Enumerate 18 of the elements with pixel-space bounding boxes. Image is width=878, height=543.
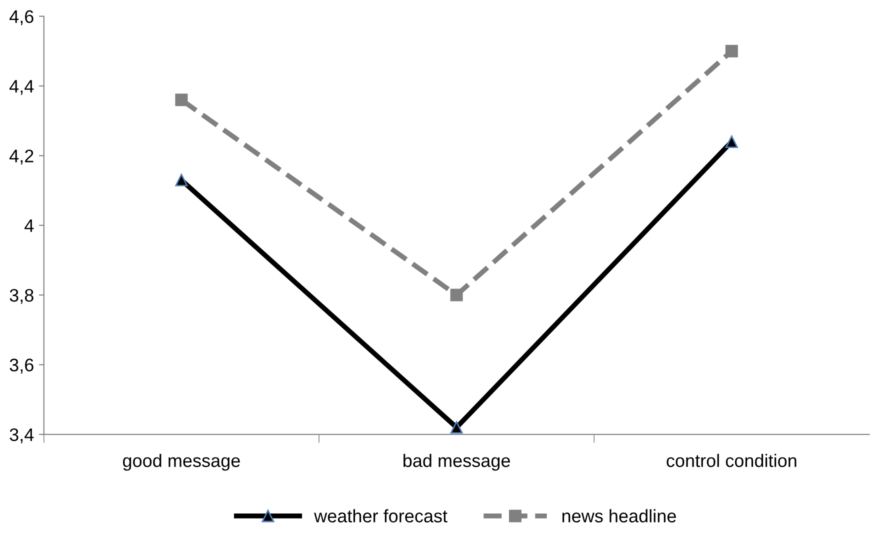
x-tick-label: good message <box>122 454 240 471</box>
x-tick-label: bad message <box>404 454 510 471</box>
legend-label: news headline <box>562 509 676 522</box>
legend-label: weather forecast <box>314 509 448 522</box>
point <box>725 44 738 58</box>
y-tick-label: 3,4 <box>10 428 34 444</box>
point <box>175 94 188 106</box>
y-tick-label: 4,4 <box>9 80 34 95</box>
y-tick-label: 4,2 <box>9 150 34 165</box>
point <box>175 174 188 186</box>
y-tick-label: 4 <box>24 219 34 232</box>
y-tick-label: 3,6 <box>10 358 34 374</box>
y-tick-label: 4,6 <box>9 10 34 26</box>
y-tick-label: 3,8 <box>10 288 34 304</box>
point <box>450 421 463 434</box>
point <box>725 135 738 148</box>
point <box>450 288 463 302</box>
x-tick-label: control condition <box>666 454 796 468</box>
